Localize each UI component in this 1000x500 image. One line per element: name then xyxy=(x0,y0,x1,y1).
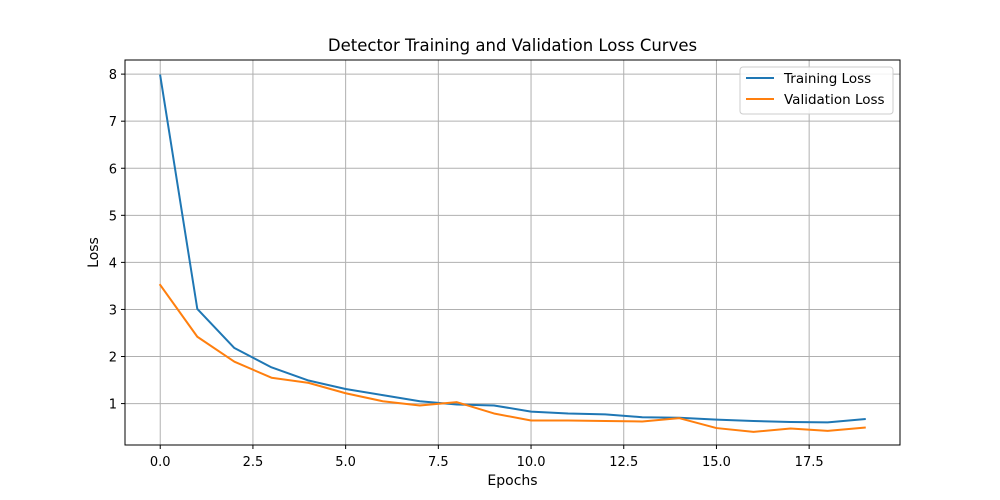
x-tick-label: 12.5 xyxy=(609,455,638,470)
x-tick-label: 10.0 xyxy=(517,455,546,470)
chart-title: Detector Training and Validation Loss Cu… xyxy=(328,36,697,55)
legend-label-validation: Validation Loss xyxy=(784,92,885,108)
x-tick-label: 15.0 xyxy=(702,455,731,470)
series-lines xyxy=(158,74,866,433)
x-tick-label: 5.0 xyxy=(335,455,356,470)
legend-label-training: Training Loss xyxy=(783,71,871,87)
plot-frame xyxy=(124,59,901,446)
grid xyxy=(125,60,900,445)
y-axis-ticks: 1 2 3 4 5 6 7 8 xyxy=(109,68,125,413)
y-tick-label: 3 xyxy=(109,303,117,318)
x-tick-label: 0.0 xyxy=(150,455,171,470)
legend: Training Loss Validation Loss xyxy=(739,66,894,115)
x-tick-label: 2.5 xyxy=(243,455,264,470)
y-tick-label: 5 xyxy=(109,209,117,224)
y-tick-label: 6 xyxy=(109,162,117,177)
x-tick-label: 7.5 xyxy=(428,455,449,470)
validation-loss-line xyxy=(158,283,866,433)
legend-box xyxy=(739,66,894,115)
x-tick-label: 17.5 xyxy=(795,455,824,470)
training-loss-line xyxy=(159,74,866,424)
y-tick-label: 2 xyxy=(109,351,117,366)
y-axis-label: Loss xyxy=(86,237,102,268)
y-tick-label: 7 xyxy=(109,115,117,130)
y-tick-label: 8 xyxy=(109,68,117,83)
y-tick-label: 4 xyxy=(109,256,117,271)
x-axis-ticks: 0.0 2.5 5.0 7.5 10.0 12.5 15.0 17.5 xyxy=(150,445,824,470)
y-tick-label: 1 xyxy=(109,398,117,413)
x-axis-label: Epochs xyxy=(487,473,537,489)
